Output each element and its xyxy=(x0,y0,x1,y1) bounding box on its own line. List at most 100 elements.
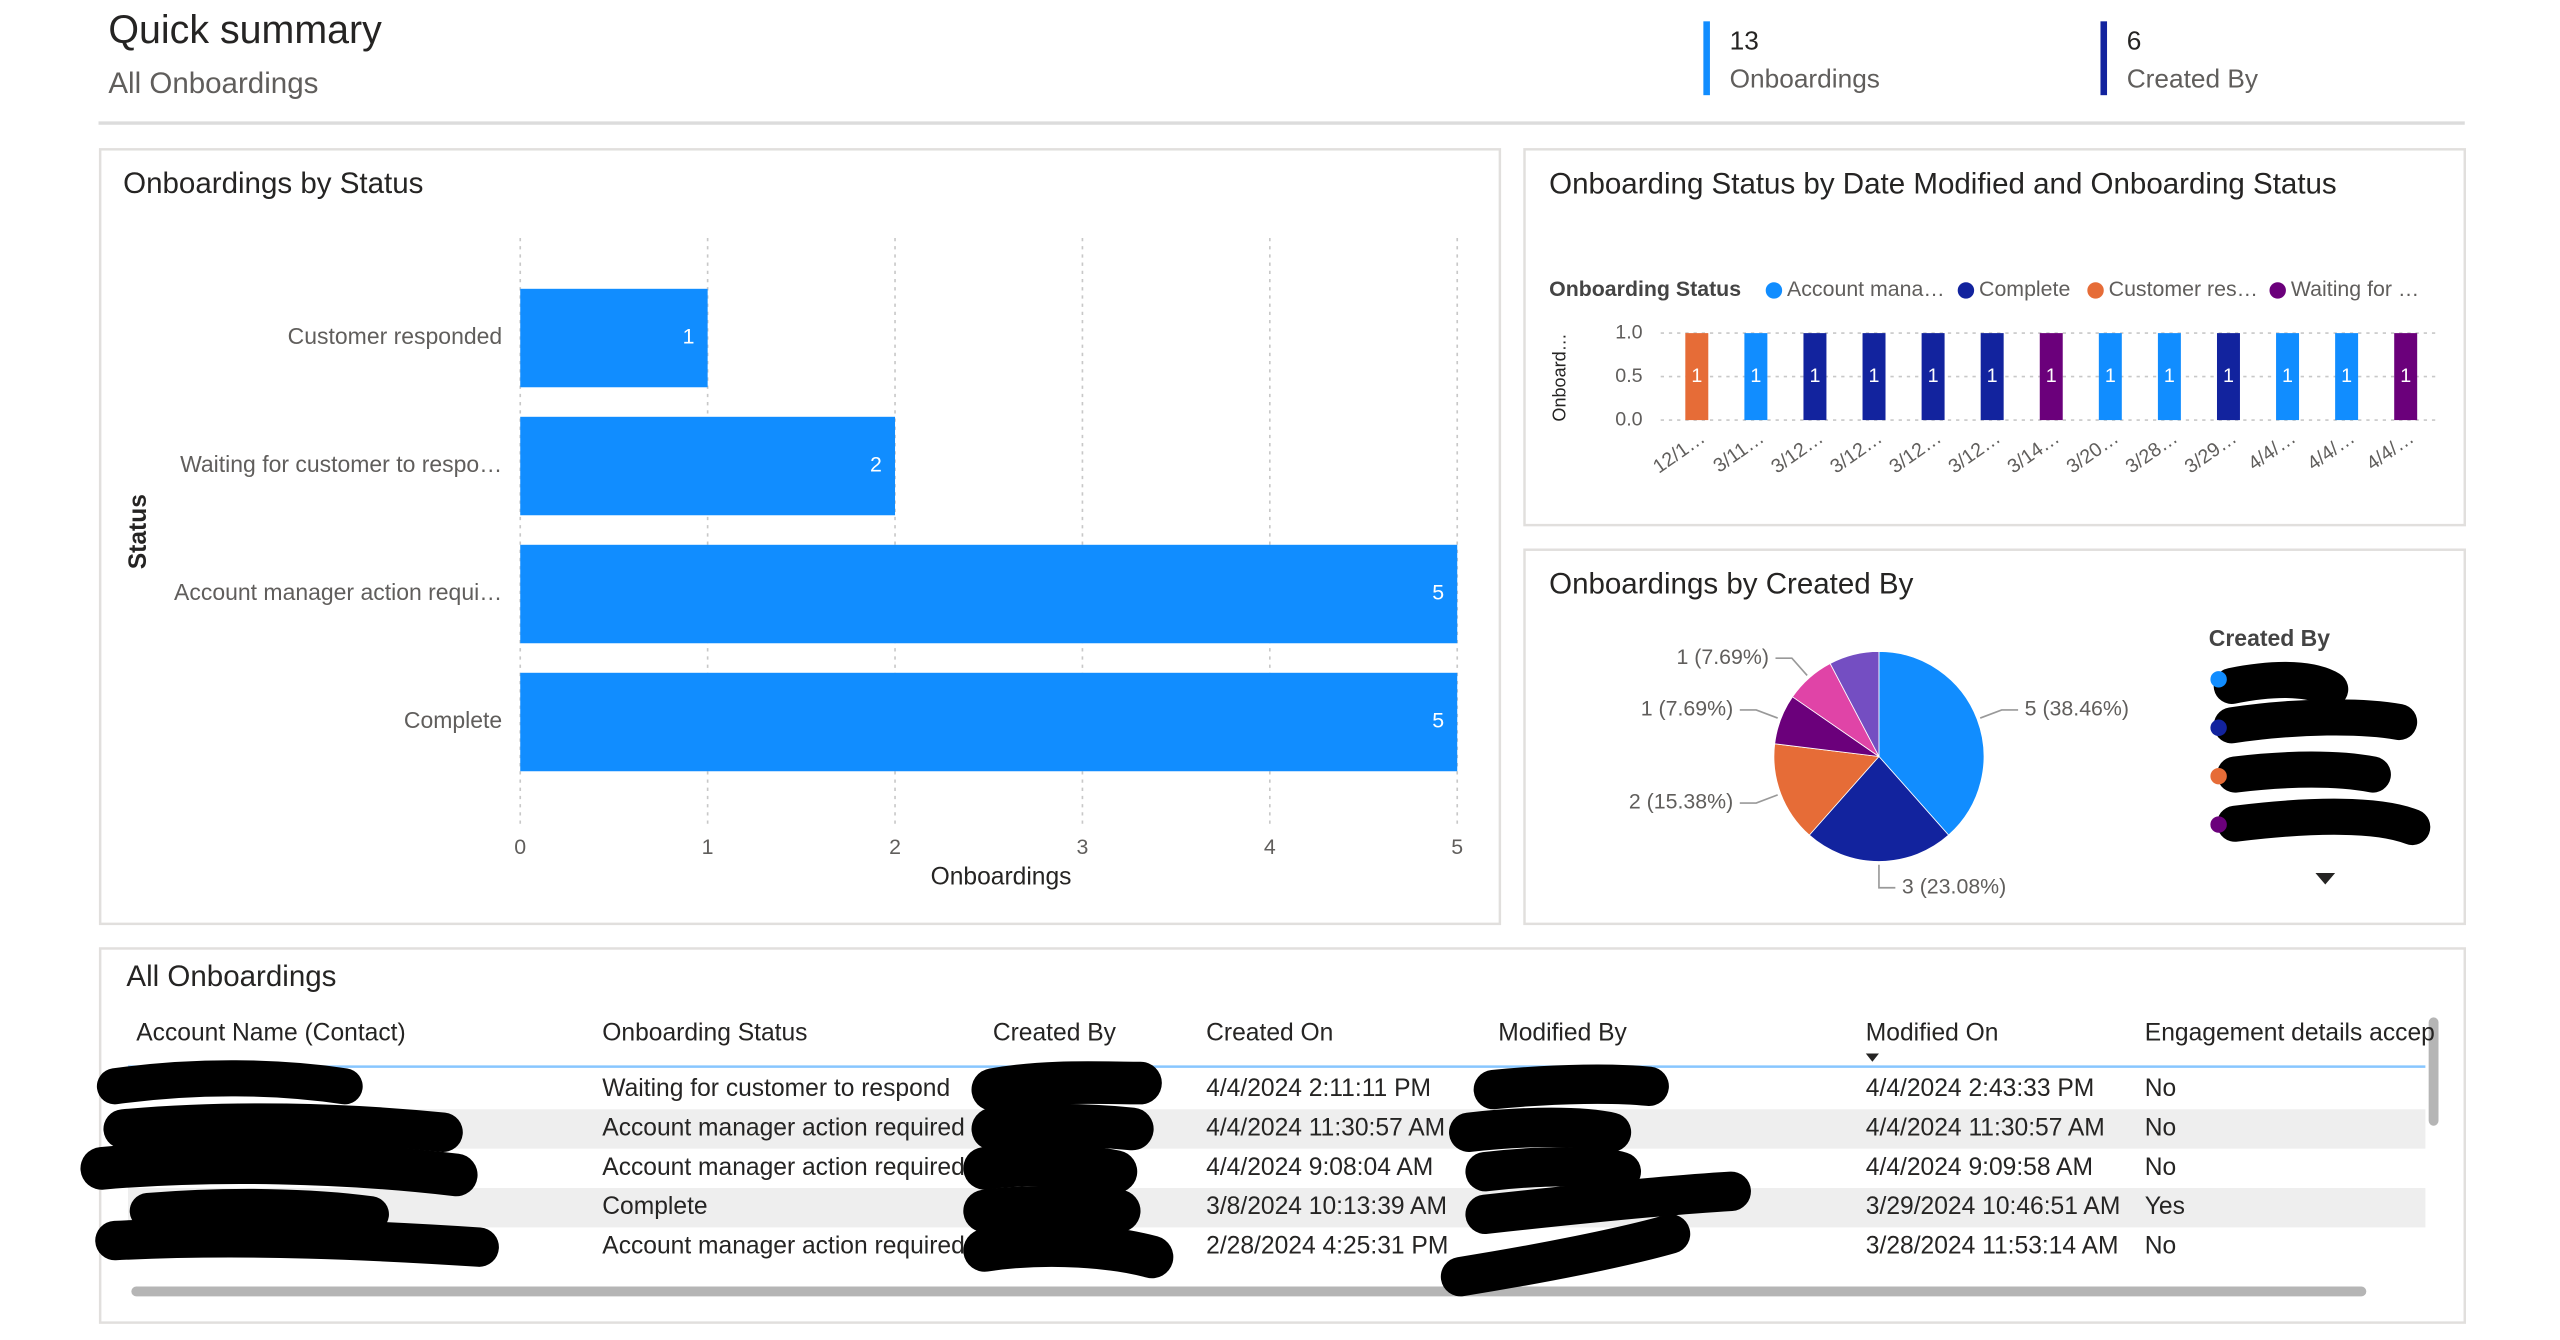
leader-line xyxy=(1878,864,1896,889)
bar xyxy=(2157,333,2181,421)
bar xyxy=(1685,333,1709,421)
table-cell: 4/4/2024 11:30:57 AM xyxy=(1206,1114,1445,1141)
redaction xyxy=(963,1143,1138,1193)
data-label: 1 (7.69%) xyxy=(1676,645,1768,669)
bar xyxy=(1744,333,1768,421)
table-cell: 4/4/2024 9:09:58 AM xyxy=(1866,1154,2093,1181)
legend-scroll-arrow[interactable] xyxy=(2315,872,2336,885)
data-label: 5 xyxy=(1432,581,1444,605)
table-cell: No xyxy=(2145,1233,2176,1260)
legend-marker xyxy=(2087,282,2104,299)
table-cell: Account manager action required xyxy=(602,1114,965,1141)
table-cell: Waiting for customer to respond xyxy=(602,1075,950,1102)
data-label: 5 xyxy=(1432,709,1444,733)
table-cell: 3/8/2024 10:13:39 AM xyxy=(1206,1193,1447,1220)
redaction xyxy=(1473,1064,1669,1110)
legend-title: Created By xyxy=(2209,625,2330,651)
table-cell: 4/4/2024 2:11:11 PM xyxy=(1206,1075,1431,1102)
redaction xyxy=(963,1224,1174,1279)
legend-marker xyxy=(2269,282,2286,299)
column-header: Created By xyxy=(993,1019,1117,1046)
table-cell: Account manager action required xyxy=(602,1233,965,1260)
redaction xyxy=(2216,751,2391,793)
legend-marker xyxy=(1957,282,1975,299)
redaction xyxy=(1449,1107,1632,1152)
y-tick-label: Waiting for customer to respo… xyxy=(180,451,502,477)
card-label: Onboardings xyxy=(1730,63,1880,93)
column-header: Modified By xyxy=(1498,1019,1627,1046)
redaction xyxy=(2213,699,2418,744)
y-tick-label: 0.0 xyxy=(1615,408,1642,430)
card-accent xyxy=(1703,21,1710,96)
redaction xyxy=(103,1103,463,1152)
bar xyxy=(520,416,896,516)
table-cell: Account manager action required xyxy=(602,1154,965,1181)
data-label: 1 xyxy=(1750,365,1761,387)
data-label: 2 xyxy=(870,453,882,477)
chart-title: Onboardings by Created By xyxy=(1549,568,1913,601)
h-scrollbar[interactable] xyxy=(131,1286,2367,1297)
bar xyxy=(2335,333,2359,421)
x-tick-label: 4 xyxy=(1264,835,1276,859)
y-tick-label: 0.5 xyxy=(1615,365,1642,387)
table-title: All Onboardings xyxy=(126,960,336,993)
chart-title: Onboardings by Status xyxy=(123,167,423,200)
bar xyxy=(1862,333,1886,421)
redaction xyxy=(129,1188,389,1233)
row-band xyxy=(128,1109,2426,1149)
bar xyxy=(1980,333,2004,421)
card-accent xyxy=(2100,21,2108,96)
bar xyxy=(2394,333,2418,421)
x-tick-label: 5 xyxy=(1451,835,1463,859)
bar xyxy=(2276,333,2300,421)
data-label: 1 xyxy=(1987,365,1998,387)
bar xyxy=(2098,333,2122,421)
table-cell: 2/28/2024 4:25:31 PM xyxy=(1206,1233,1448,1260)
legend-marker xyxy=(2210,719,2227,736)
redaction xyxy=(80,1141,478,1197)
data-label: 1 xyxy=(1869,365,1880,387)
data-label: 1 xyxy=(1809,365,1820,387)
y-axis-title: Onboard… xyxy=(1549,333,1569,421)
card-value: 6 xyxy=(2127,26,2142,56)
bar xyxy=(1803,333,1827,421)
y-tick-label: Complete xyxy=(404,707,502,733)
redaction xyxy=(1465,1147,1642,1192)
table-cell: Complete xyxy=(602,1193,707,1220)
legend-title: Onboarding Status xyxy=(1549,277,1741,301)
leader-line xyxy=(1979,709,2019,719)
bar xyxy=(520,672,1458,772)
redaction xyxy=(963,1185,1141,1233)
table-cell: 4/4/2024 11:30:57 AM xyxy=(1866,1114,2105,1141)
page-subtitle: All Onboardings xyxy=(108,67,318,100)
data-label: 5 (38.46%) xyxy=(2025,697,2129,721)
redaction xyxy=(2213,661,2349,708)
x-tick-label: 2 xyxy=(889,835,901,859)
legend-label: Customer res… xyxy=(2109,277,2258,301)
redaction xyxy=(971,1103,1154,1151)
sort-indicator[interactable] xyxy=(1865,1053,1879,1062)
legend-label: Complete xyxy=(1979,277,2070,301)
data-label: 1 xyxy=(1928,365,1939,387)
redaction xyxy=(2216,798,2431,846)
leader-line xyxy=(1775,657,1808,676)
x-axis-title: Onboardings xyxy=(931,863,1072,890)
column-header: Engagement details accep xyxy=(2145,1019,2435,1046)
legend-label: Account mana… xyxy=(1787,277,1945,301)
data-label: 1 xyxy=(2223,365,2234,387)
data-label: 2 (15.38%) xyxy=(1629,790,1733,814)
v-scrollbar[interactable] xyxy=(2428,1017,2439,1126)
page-title: Quick summary xyxy=(108,8,382,52)
redaction xyxy=(971,1061,1162,1111)
legend-marker xyxy=(2210,767,2227,785)
data-label: 1 xyxy=(1691,365,1702,387)
leader-line xyxy=(1739,794,1778,804)
row-band xyxy=(128,1188,2426,1228)
table-cell: 4/4/2024 2:43:33 PM xyxy=(1866,1075,2094,1102)
leader-line xyxy=(1739,709,1778,719)
table-cell: 3/28/2024 11:53:14 AM xyxy=(1866,1233,2119,1260)
table-cell: 3/29/2024 10:46:51 AM xyxy=(1866,1193,2121,1220)
x-tick-label: 1 xyxy=(702,835,714,859)
table-cell: No xyxy=(2145,1114,2176,1141)
